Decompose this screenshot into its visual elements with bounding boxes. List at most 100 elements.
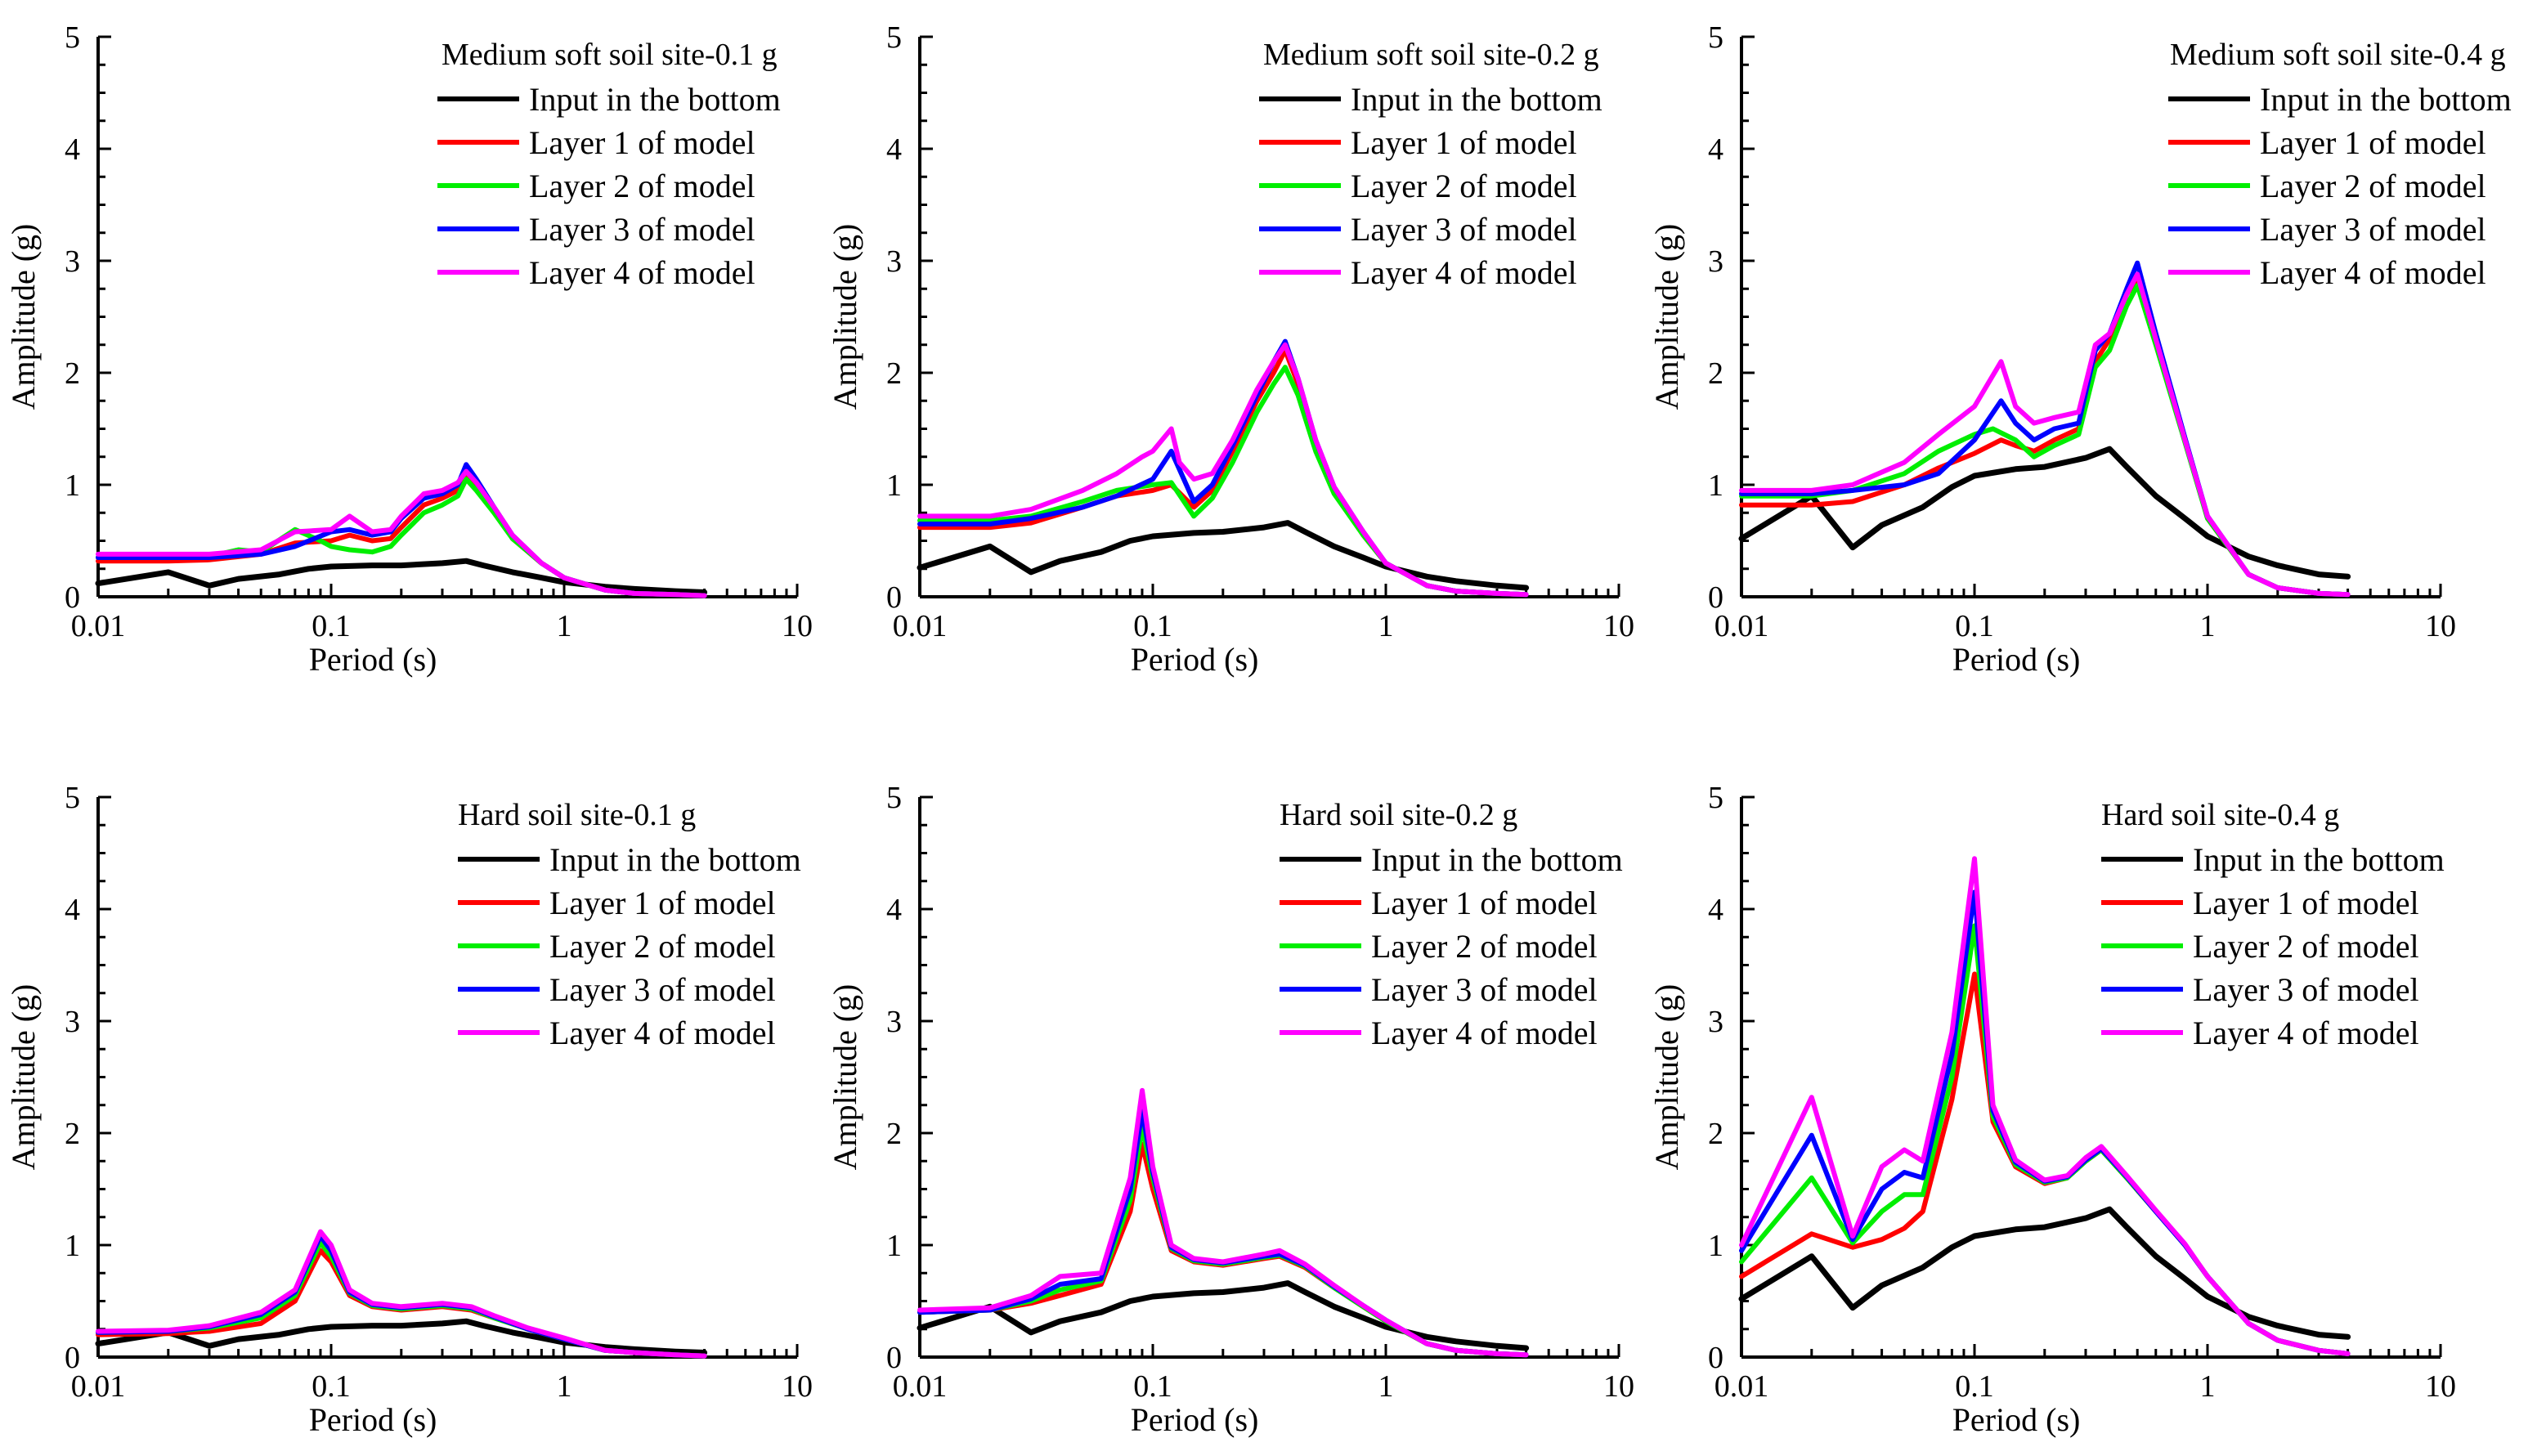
legend-label: Layer 2 of model	[529, 168, 755, 204]
series-line-layer-4	[1739, 856, 2351, 1356]
y-tick-label: 0	[886, 1341, 902, 1375]
y-tick-label: 2	[1708, 356, 1723, 391]
chart-panel-3: 0 1 2 3 4 5 0.01 0.1 1 10 Period (s) Amplitude (g) M…	[1648, 20, 2512, 678]
y-axis-title: Amplitude (g)	[5, 224, 42, 410]
y-tick-label: 4	[1708, 132, 1723, 167]
y-tick-label: 1	[1708, 468, 1723, 503]
x-tick-label: 0.01	[71, 609, 126, 643]
legend-label: Layer 3 of model	[529, 211, 755, 248]
series-line-input	[1738, 446, 2351, 580]
y-axis-title: Amplitude (g)	[1648, 984, 1685, 1171]
series-line-input	[95, 1318, 708, 1355]
y-tick-label: 5	[1708, 20, 1723, 55]
legend-label: Layer 3 of model	[1371, 971, 1598, 1008]
x-tick-label: 10	[782, 1369, 813, 1404]
legend-label: Layer 1 of model	[2193, 885, 2419, 921]
legend-label: Layer 1 of model	[1371, 885, 1598, 921]
series-line-layer-4	[96, 468, 707, 598]
x-tick-label: 0.01	[71, 1369, 126, 1404]
y-tick-label: 2	[65, 1117, 80, 1151]
legend-label: Input in the bottom	[1371, 841, 1623, 878]
x-tick-label: 0.1	[312, 1369, 351, 1404]
y-axis-title: Amplitude (g)	[827, 984, 863, 1171]
y-tick-label: 3	[1708, 1005, 1723, 1039]
series-line-layer-4	[96, 1229, 707, 1359]
series-line-layer-3	[1739, 260, 2351, 598]
x-tick-label: 1	[1378, 609, 1394, 643]
x-tick-label: 0.01	[893, 1369, 948, 1404]
x-axis-title: Period (s)	[309, 641, 437, 678]
y-tick-label: 2	[886, 1117, 902, 1151]
y-tick-label: 1	[65, 1229, 80, 1263]
chart-title: Medium soft soil site-0.4 g	[2170, 38, 2506, 72]
legend-label: Input in the bottom	[529, 81, 781, 118]
legend-label: Input in the bottom	[1351, 81, 1602, 118]
x-tick-label: 0.1	[312, 609, 351, 643]
x-axis-title: Period (s)	[309, 1401, 437, 1438]
legend-label: Layer 4 of model	[2193, 1015, 2419, 1051]
series-line-layer-2	[1739, 283, 2351, 598]
legend-label: Layer 3 of model	[1351, 211, 1577, 248]
chart-title: Hard soil site-0.1 g	[458, 798, 696, 832]
y-tick-label: 3	[65, 1005, 80, 1039]
y-tick-label: 1	[1708, 1229, 1723, 1263]
legend-label: Input in the bottom	[2193, 841, 2445, 878]
y-tick-label: 0	[1708, 1341, 1723, 1375]
y-tick-label: 4	[886, 893, 902, 927]
y-tick-label: 2	[1708, 1117, 1723, 1151]
x-tick-label: 10	[782, 609, 813, 643]
chart-panel-2: 0 1 2 3 4 5 0.01 0.1 1 10 Period (s) Amplitude (g) M…	[827, 20, 1634, 678]
x-tick-label: 0.01	[1715, 1369, 1769, 1404]
y-axis-title: Amplitude (g)	[1648, 224, 1685, 410]
legend-label: Layer 1 of model	[1351, 124, 1577, 161]
y-tick-label: 4	[65, 132, 80, 167]
y-axis-title: Amplitude (g)	[5, 984, 42, 1171]
y-tick-label: 2	[65, 356, 80, 391]
x-axis-title: Period (s)	[1952, 1401, 2081, 1438]
legend-label: Layer 4 of model	[1351, 254, 1577, 291]
y-tick-label: 1	[886, 1229, 902, 1263]
y-tick-label: 3	[886, 244, 902, 279]
legend-label: Layer 3 of model	[2193, 971, 2419, 1008]
series-line-layer-4	[917, 1087, 1529, 1358]
chart-panel-1: 0 1 2 3 4 5 0.01 0.1 1 10 Period (s) Amplitude (g) M…	[5, 20, 813, 678]
x-tick-label: 1	[2200, 609, 2216, 643]
x-tick-label: 0.01	[893, 609, 948, 643]
series-line-input	[917, 1280, 1530, 1351]
series-line-input	[917, 520, 1530, 591]
y-tick-label: 5	[65, 781, 80, 815]
y-tick-label: 0	[1708, 580, 1723, 615]
legend-label: Layer 1 of model	[529, 124, 755, 161]
x-tick-label: 1	[557, 609, 572, 643]
x-tick-label: 0.1	[1955, 609, 1994, 643]
x-tick-label: 10	[2425, 1369, 2456, 1404]
legend-label: Layer 2 of model	[2260, 168, 2486, 204]
y-axis-title: Amplitude (g)	[827, 224, 863, 410]
legend-label: Layer 3 of model	[2260, 211, 2486, 248]
series-line-layer-4	[1739, 271, 2351, 598]
series-line-layer-1	[917, 1141, 1529, 1358]
chart-title: Medium soft soil site-0.2 g	[1263, 38, 1599, 72]
legend-label: Layer 4 of model	[1371, 1015, 1598, 1051]
x-tick-label: 1	[1378, 1369, 1394, 1404]
legend-label: Layer 4 of model	[549, 1015, 776, 1051]
series-line-input	[95, 558, 708, 595]
y-tick-label: 0	[65, 1341, 80, 1375]
y-tick-label: 1	[65, 468, 80, 503]
series-line-layer-4	[917, 342, 1529, 598]
y-tick-label: 3	[886, 1005, 902, 1039]
chart-panel-6: 0 1 2 3 4 5 0.01 0.1 1 10 Period (s) Amplitude (g) H…	[1648, 781, 2456, 1438]
series-line-input	[1738, 1206, 2351, 1340]
y-tick-label: 5	[65, 20, 80, 55]
x-tick-label: 10	[1603, 1369, 1634, 1404]
chart-panel-5: 0 1 2 3 4 5 0.01 0.1 1 10 Period (s) Amplitude (g) H…	[827, 781, 1634, 1438]
chart-title: Hard soil site-0.4 g	[2101, 798, 2339, 832]
legend-label: Layer 2 of model	[2193, 928, 2419, 965]
y-tick-label: 4	[1708, 893, 1723, 927]
legend-label: Layer 2 of model	[1351, 168, 1577, 204]
y-tick-label: 3	[1708, 244, 1723, 279]
y-tick-label: 0	[886, 580, 902, 615]
x-tick-label: 10	[2425, 609, 2456, 643]
legend-label: Input in the bottom	[2260, 81, 2512, 118]
